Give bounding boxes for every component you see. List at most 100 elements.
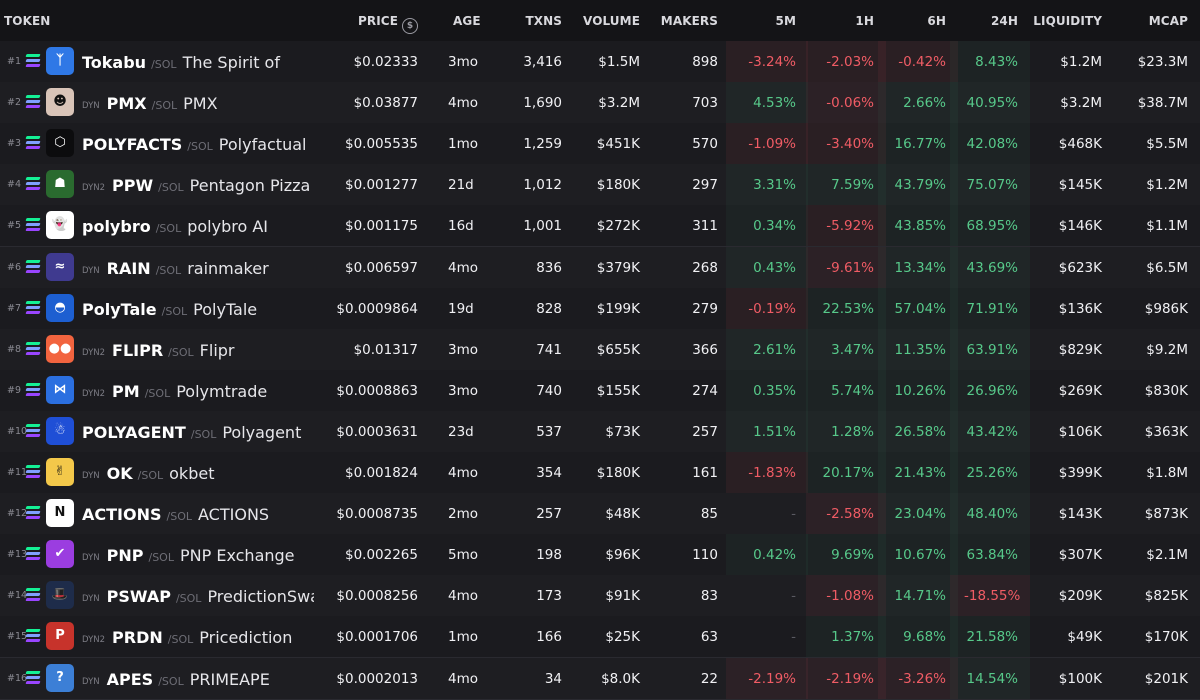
- table-row[interactable]: #12 N ACTIONS/SOL ACTIONS $0.0008735 2mo …: [0, 493, 1200, 536]
- change-cell-tint: [806, 246, 886, 288]
- change-m5-value: 0.34%: [753, 218, 796, 235]
- column-header-5m[interactable]: 5M: [775, 14, 796, 28]
- token-name-cell[interactable]: DYN APES/SOL PRIMEAPE: [82, 670, 314, 690]
- volume-value: $199K: [596, 300, 640, 317]
- solana-chain-icon: [25, 588, 41, 602]
- token-symbol: PM: [112, 381, 140, 401]
- token-full-name: polybro AI: [187, 217, 268, 237]
- token-full-name: PRIMEAPE: [189, 669, 270, 689]
- price-value: $0.01317: [353, 341, 418, 358]
- age-value: 16d: [448, 218, 474, 235]
- price-value: $0.001277: [344, 177, 418, 194]
- column-header-6h[interactable]: 6H: [927, 14, 946, 28]
- dots-icon: ●●: [46, 334, 74, 363]
- token-name-cell[interactable]: DYN PSWAP/SOL PredictionSwap: [82, 587, 314, 607]
- mcap-value: $1.8M: [1146, 465, 1188, 481]
- dex-badge: DYN2: [82, 635, 106, 646]
- column-header-1h[interactable]: 1H: [855, 14, 874, 28]
- table-row[interactable]: #10 ☃ POLYAGENT/SOL Polyagent $0.0003631 …: [0, 410, 1200, 453]
- dex-badge: DYN: [82, 265, 100, 276]
- token-name-cell[interactable]: PolyTale/SOL PolyTale: [82, 300, 314, 320]
- table-row[interactable]: #7 ◓ PolyTale/SOL PolyTale $0.0009864 19d…: [0, 287, 1200, 330]
- table-row[interactable]: #3 ⬡ POLYFACTS/SOL Polyfactual $0.005535 …: [0, 123, 1200, 166]
- ghost-icon: 👻: [46, 211, 74, 240]
- change-m5-value: -: [791, 588, 796, 605]
- change-h6-value: 57.04%: [894, 300, 946, 317]
- change-cell-tint: [726, 657, 808, 699]
- change-h6-value: 11.35%: [894, 341, 946, 358]
- change-h6-value: 13.34%: [894, 259, 946, 276]
- makers-value: 297: [692, 177, 718, 194]
- txns-value: 257: [536, 506, 562, 523]
- column-header-price[interactable]: PRICE $: [358, 14, 419, 34]
- table-row[interactable]: #13 ✔ DYN PNP/SOL PNP Exchange $0.002265 5…: [0, 534, 1200, 577]
- token-full-name: PNP Exchange: [179, 546, 295, 566]
- column-header-mcap[interactable]: MCAP: [1148, 14, 1188, 28]
- txns-value: 1,690: [523, 95, 562, 112]
- table-row[interactable]: #16 ? DYN APES/SOL PRIMEAPE $0.0002013 4mo…: [0, 657, 1200, 700]
- table-row[interactable]: #11 ✌ DYN OK/SOL okbet $0.001824 4mo 354 $…: [0, 452, 1200, 494]
- dollar-toggle-icon[interactable]: $: [402, 18, 419, 34]
- table-row[interactable]: #9 ⋈ DYN2 PM/SOL Polymtrade $0.0008863 3mo…: [0, 369, 1200, 412]
- table-row[interactable]: #2 ☻ DYN PMX/SOL PMX $0.03877 4mo 1,690 $3…: [0, 82, 1200, 125]
- change-cell-tint: [878, 369, 958, 411]
- change-h24-value: 40.95%: [966, 95, 1018, 112]
- change-cell-tint: [878, 164, 958, 206]
- column-header-volume[interactable]: VOLUME: [583, 14, 640, 28]
- age-value: 5mo: [448, 547, 478, 564]
- n-logo-icon: N: [46, 499, 74, 528]
- change-cell-tint: [950, 616, 1030, 658]
- token-name-cell[interactable]: DYN PNP/SOL PNP Exchange: [82, 546, 314, 566]
- txns-value: 1,259: [523, 136, 562, 153]
- change-h6-value: 43.85%: [894, 218, 946, 235]
- change-h1-value: -2.19%: [826, 670, 874, 687]
- change-h6-value: 43.79%: [894, 177, 946, 194]
- token-name-cell[interactable]: DYN2 FLIPR/SOL Flipr: [82, 341, 314, 361]
- dex-badge: DYN: [82, 101, 100, 112]
- change-cell-tint: [806, 164, 886, 206]
- makers-value: 311: [692, 218, 718, 235]
- solana-chain-icon: [25, 423, 41, 437]
- token-name-cell[interactable]: DYN2 PM/SOL Polymtrade: [82, 382, 314, 402]
- token-full-name: Polyfactual: [218, 135, 307, 155]
- table-row[interactable]: #14 🎩 DYN PSWAP/SOL PredictionSwap $0.0008…: [0, 575, 1200, 618]
- token-name-cell[interactable]: POLYFACTS/SOL Polyfactual: [82, 135, 314, 155]
- table-row[interactable]: #15 P DYN2 PRDN/SOL Pricediction $0.000170…: [0, 616, 1200, 659]
- change-m5-value: 0.35%: [753, 382, 796, 399]
- chain-label: /SOL: [166, 510, 193, 524]
- column-header-token[interactable]: TOKEN: [4, 14, 51, 28]
- token-symbol: RAIN: [106, 258, 151, 278]
- mcap-value: $6.5M: [1146, 259, 1188, 276]
- token-name-cell[interactable]: ACTIONS/SOL ACTIONS: [82, 505, 314, 525]
- table-row[interactable]: #8 ●● DYN2 FLIPR/SOL Flipr $0.01317 3mo 74…: [0, 328, 1200, 371]
- token-name-cell[interactable]: DYN OK/SOL okbet: [82, 464, 314, 484]
- change-m5-value: -: [791, 506, 796, 523]
- column-header-makers[interactable]: MAKERS: [660, 14, 718, 28]
- column-header-liquidity[interactable]: LIQUIDITY: [1033, 14, 1102, 28]
- change-cell-tint: [806, 41, 886, 82]
- token-name-cell[interactable]: DYN2 PRDN/SOL Pricediction: [82, 628, 314, 648]
- token-name-cell[interactable]: DYN RAIN/SOL rainmaker: [82, 259, 314, 279]
- table-row[interactable]: #5 👻 polybro/SOL polybro AI $0.001175 16d…: [0, 205, 1200, 248]
- makers-value: 703: [692, 95, 718, 112]
- column-header-txns[interactable]: TXNS: [525, 14, 562, 28]
- change-cell-tint: [806, 493, 886, 535]
- rain-wave-icon: ≈: [46, 252, 74, 281]
- token-name-cell[interactable]: POLYAGENT/SOL Polyagent: [82, 423, 314, 443]
- price-value: $0.0002013: [336, 670, 418, 687]
- dex-badge: DYN: [82, 471, 100, 481]
- price-value: $0.0008735: [336, 506, 418, 523]
- column-header-age[interactable]: AGE: [453, 14, 481, 28]
- change-h6-value: -0.42%: [898, 54, 946, 70]
- token-name-cell[interactable]: polybro/SOL polybro AI: [82, 217, 314, 237]
- table-row[interactable]: #6 ≈ DYN RAIN/SOL rainmaker $0.006597 4mo …: [0, 246, 1200, 289]
- change-h24-value: 63.84%: [966, 547, 1018, 564]
- column-header-24h[interactable]: 24H: [990, 14, 1018, 28]
- change-m5-value: 0.43%: [753, 259, 796, 276]
- change-cell-tint: [726, 410, 808, 452]
- token-name-cell[interactable]: DYN PMX/SOL PMX: [82, 94, 314, 114]
